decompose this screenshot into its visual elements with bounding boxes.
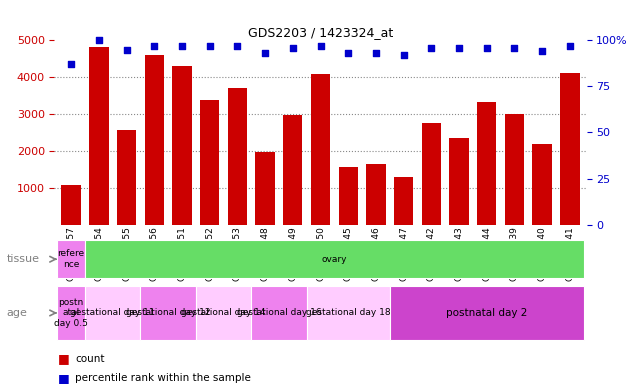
Bar [311, 74, 330, 225]
Bar [140, 286, 196, 340]
Bar [477, 101, 497, 225]
Bar [306, 286, 390, 340]
Bar [117, 129, 137, 225]
Bar [283, 115, 303, 225]
Bar [366, 164, 386, 225]
Point [66, 61, 76, 67]
Point [399, 52, 409, 58]
Point [149, 43, 160, 49]
Bar [422, 122, 441, 225]
Bar [172, 66, 192, 225]
Bar [533, 144, 552, 225]
Text: ovary: ovary [322, 255, 347, 264]
Point [537, 48, 547, 55]
Bar [57, 240, 85, 278]
Bar [228, 88, 247, 225]
Point [565, 43, 575, 49]
Text: gestational day 12: gestational day 12 [126, 308, 210, 318]
Text: gestational day 14: gestational day 14 [181, 308, 266, 318]
Bar [560, 73, 579, 225]
Bar [394, 177, 413, 225]
Point [370, 50, 381, 56]
Text: tissue: tissue [6, 254, 39, 264]
Point [288, 45, 298, 51]
Text: count: count [75, 354, 104, 364]
Point [426, 45, 437, 51]
Text: ■: ■ [58, 372, 69, 384]
Point [94, 37, 104, 43]
Bar [62, 185, 81, 225]
Point [260, 50, 271, 56]
Text: ■: ■ [58, 353, 69, 366]
Text: age: age [6, 308, 28, 318]
Point [510, 45, 520, 51]
Text: refere
nce: refere nce [58, 250, 85, 269]
Bar [85, 286, 140, 340]
Point [481, 45, 492, 51]
Bar [255, 152, 275, 225]
Point [343, 50, 353, 56]
Point [121, 46, 131, 53]
Text: gestational day 11: gestational day 11 [71, 308, 155, 318]
Text: gestational day 18: gestational day 18 [306, 308, 390, 318]
Title: GDS2203 / 1423324_at: GDS2203 / 1423324_at [248, 26, 393, 39]
Text: postn
atal
day 0.5: postn atal day 0.5 [54, 298, 88, 328]
Bar [338, 167, 358, 225]
Text: postnatal day 2: postnatal day 2 [446, 308, 528, 318]
Bar [504, 114, 524, 225]
Point [315, 43, 326, 49]
Bar [449, 137, 469, 225]
Point [454, 45, 464, 51]
Bar [200, 100, 219, 225]
Bar [57, 286, 85, 340]
Point [204, 43, 215, 49]
Bar [89, 47, 108, 225]
Bar [251, 286, 306, 340]
Text: percentile rank within the sample: percentile rank within the sample [75, 373, 251, 383]
Bar [390, 286, 584, 340]
Point [177, 43, 187, 49]
Bar [144, 55, 164, 225]
Point [232, 43, 242, 49]
Bar [196, 286, 251, 340]
Text: gestational day 16: gestational day 16 [237, 308, 321, 318]
